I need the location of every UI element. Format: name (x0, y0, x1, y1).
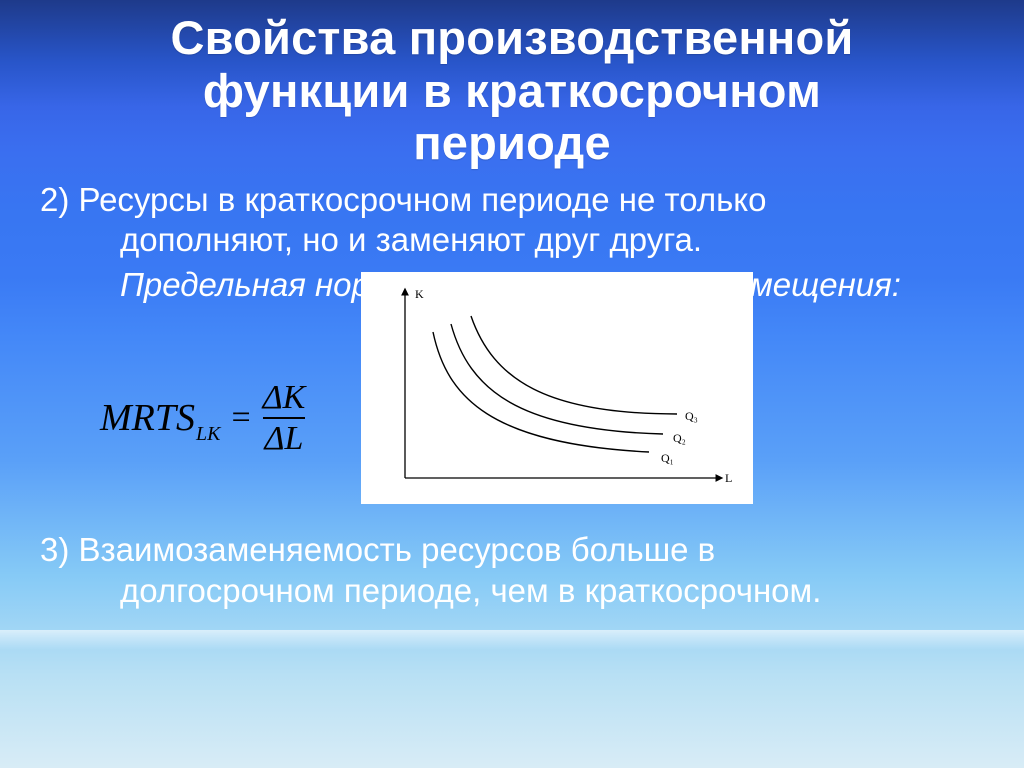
title-line-3: периоде (40, 117, 984, 170)
point-3-line1: Взаимозаменяемость ресурсов больше в (79, 531, 716, 568)
point-3-line2: долгосрочном периоде, чем в краткосрочно… (40, 571, 984, 611)
slide-title: Свойства производственной функции в крат… (40, 12, 984, 170)
point-2-line2: дополняют, но и заменяют друг друга. (40, 220, 984, 260)
svg-text:L: L (725, 471, 732, 485)
point-3: 3) Взаимозаменяемость ресурсов больше в … (40, 530, 984, 611)
slide: Свойства производственной функции в крат… (0, 0, 1024, 768)
isoquant-chart: K L Q₁ Q₂ Q₃ (361, 272, 753, 504)
title-line-2: функции в краткосрочном (40, 65, 984, 118)
formula-lhs-symbol: MRTS (100, 397, 195, 439)
formula-numerator: ΔK (263, 380, 306, 416)
svg-text:K: K (415, 287, 424, 301)
formula-lhs: MRTSLK (100, 396, 219, 440)
mrts-formula: MRTSLK = ΔK ΔL (100, 380, 305, 457)
svg-text:Q₂: Q₂ (673, 431, 686, 445)
formula-lhs-subscript: LK (196, 423, 220, 445)
point-2-line1: Ресурсы в краткосрочном периоде не тольк… (79, 181, 767, 218)
formula-fraction: ΔK ΔL (263, 380, 306, 457)
svg-text:Q₁: Q₁ (661, 451, 674, 465)
point-2-label: 2) (40, 181, 79, 218)
formula-denominator: ΔL (265, 421, 304, 457)
point-2: 2) Ресурсы в краткосрочном периоде не то… (40, 180, 984, 261)
formula-equals: = (231, 399, 250, 437)
fraction-bar (263, 417, 306, 419)
point-3-label: 3) (40, 531, 79, 568)
title-line-1: Свойства производственной (40, 12, 984, 65)
formula-and-chart-row: MRTSLK = ΔK ΔL KLQ₁Q₂Q₃ (40, 332, 984, 504)
svg-text:Q₃: Q₃ (685, 409, 698, 423)
isoquant-svg: K L Q₁ Q₂ Q₃ (361, 272, 753, 504)
